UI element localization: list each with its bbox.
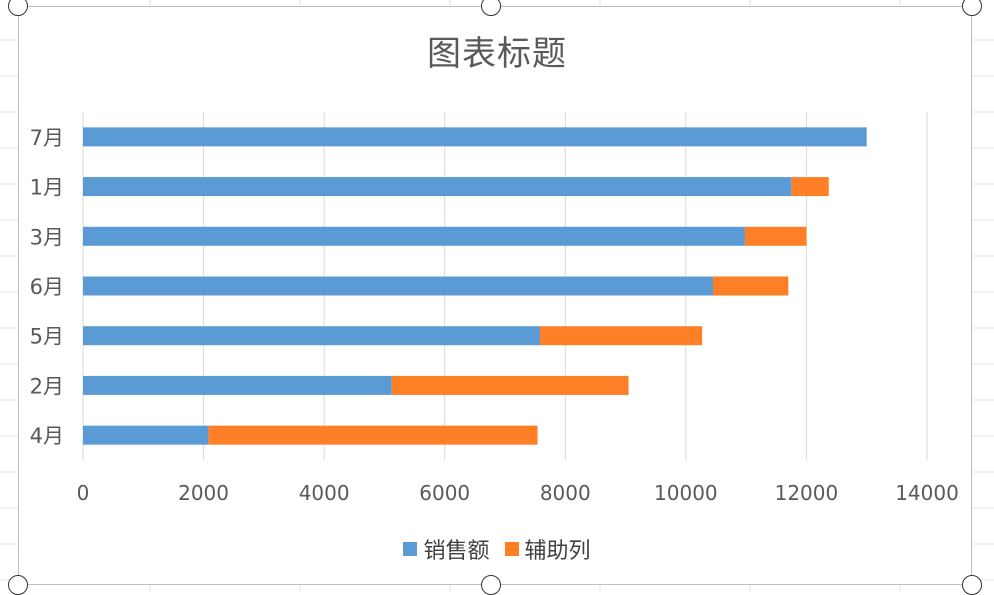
- bar-helper[interactable]: [208, 425, 538, 445]
- legend-label-sales: 销售额: [423, 539, 490, 564]
- x-tick-label: 12000: [775, 481, 839, 505]
- legend-swatch-helper: [504, 542, 519, 556]
- bar-sales[interactable]: [83, 276, 713, 296]
- resize-handle-top-right[interactable]: [962, 0, 982, 16]
- x-tick-label: 0: [77, 481, 90, 505]
- legend-swatch-sales: [403, 542, 418, 556]
- bar-sales[interactable]: [83, 375, 392, 395]
- category-label: 5月: [30, 325, 64, 349]
- bars: [83, 127, 867, 445]
- category-label: 6月: [30, 275, 64, 299]
- category-label: 7月: [30, 126, 64, 150]
- chart-title[interactable]: 图表标题: [427, 34, 567, 74]
- x-tick-label: 10000: [654, 481, 718, 505]
- legend-item-sales[interactable]: 销售额: [403, 533, 490, 565]
- resize-handle-bottom-middle[interactable]: [481, 575, 501, 595]
- bar-sales[interactable]: [83, 177, 792, 197]
- bar-helper[interactable]: [791, 177, 829, 197]
- legend-label-helper: 辅助列: [524, 539, 591, 564]
- category-labels: 7月 1月 3月 6月 5月 2月 4月: [30, 126, 64, 448]
- resize-handle-top-middle[interactable]: [481, 0, 501, 16]
- resize-handle-bottom-right[interactable]: [962, 575, 982, 595]
- bar-sales[interactable]: [83, 226, 745, 246]
- resize-handle-top-left[interactable]: [8, 0, 28, 16]
- bar-helper[interactable]: [539, 326, 703, 346]
- x-tick-label: 2000: [178, 481, 229, 505]
- legend: 销售额 辅助列: [0, 533, 994, 565]
- bar-helper[interactable]: [712, 276, 789, 296]
- x-tick-labels: 0 2000 4000 6000 8000 10000 12000 14000: [77, 481, 959, 505]
- bar-helper[interactable]: [744, 226, 807, 246]
- category-label: 3月: [30, 225, 64, 249]
- bar-sales[interactable]: [83, 127, 867, 147]
- resize-handle-bottom-left[interactable]: [8, 575, 28, 595]
- legend-item-helper[interactable]: 辅助列: [504, 533, 591, 565]
- category-label: 2月: [30, 374, 64, 398]
- bar-helper[interactable]: [391, 375, 629, 395]
- x-tick-label: 4000: [299, 481, 350, 505]
- x-tick-label: 8000: [540, 481, 591, 505]
- bar-sales[interactable]: [83, 425, 209, 445]
- x-tick-label: 6000: [419, 481, 470, 505]
- category-label: 4月: [30, 424, 64, 448]
- x-tick-label: 14000: [895, 481, 959, 505]
- category-label: 1月: [30, 176, 64, 200]
- bar-sales[interactable]: [83, 326, 540, 346]
